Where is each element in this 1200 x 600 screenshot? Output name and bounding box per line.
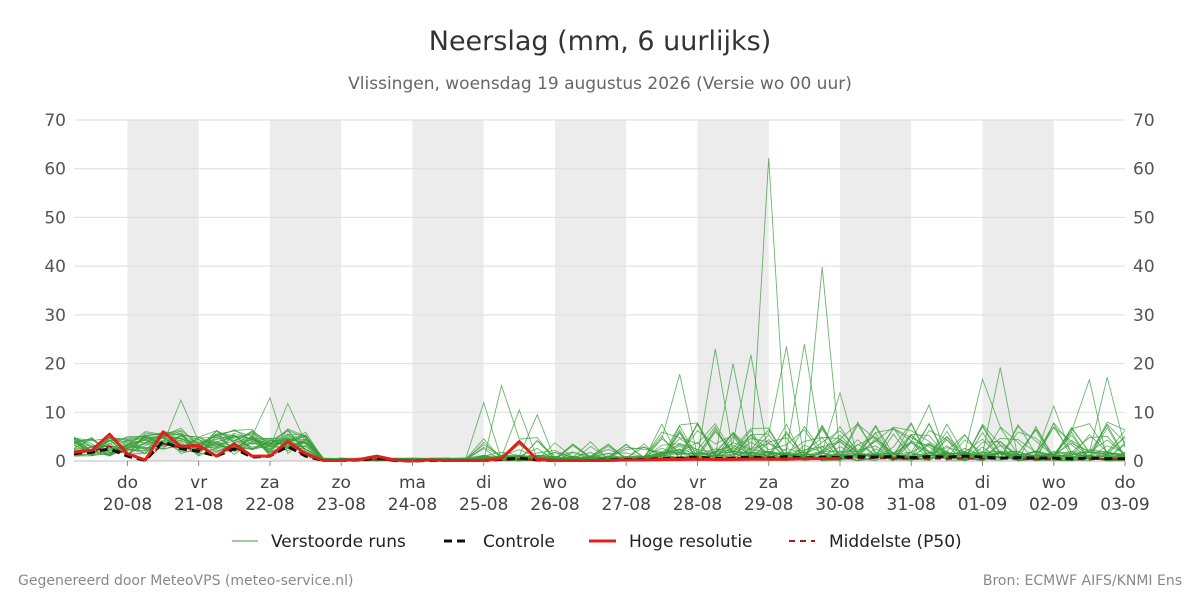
- x-tick-date-13: 02-09: [1029, 495, 1078, 515]
- x-tick-date-10: 30-08: [815, 495, 864, 515]
- y-tick-left-10: 10: [44, 403, 66, 423]
- footer-generated-by: Gegenereerd door MeteoVPS (meteo-service…: [18, 573, 353, 589]
- shade-band-4: [697, 120, 769, 461]
- y-tick-right-20: 20: [1133, 355, 1155, 375]
- x-tick-day-8: vr: [689, 473, 706, 493]
- y-tick-left-0: 0: [55, 452, 66, 472]
- chart-subtitle: Vlissingen, woensdag 19 augustus 2026 (V…: [348, 74, 852, 94]
- x-tick-day-7: do: [616, 473, 637, 493]
- legend: Verstoorde runs Controle Hoge resolutie …: [232, 532, 962, 552]
- gridlines: [74, 119, 1125, 462]
- ensemble-member-line: [73, 404, 1126, 462]
- y-tick-right-50: 50: [1133, 208, 1155, 228]
- y-tick-left-20: 20: [44, 355, 66, 375]
- x-tick-day-12: di: [975, 473, 991, 493]
- x-tick-date-2: 22-08: [245, 495, 294, 515]
- weekend-shading: [127, 120, 1054, 461]
- x-tick-day-10: zo: [830, 473, 849, 493]
- y-tick-right-30: 30: [1133, 306, 1155, 326]
- chart-title: Neerslag (mm, 6 uurlijks): [429, 26, 771, 57]
- x-axis: do20-08vr21-08za22-08zo23-08ma24-08di25-…: [103, 461, 1150, 515]
- x-tick-day-3: zo: [332, 473, 351, 493]
- y-tick-left-60: 60: [44, 160, 66, 180]
- y-tick-left-70: 70: [44, 111, 66, 131]
- y-tick-right-60: 60: [1133, 160, 1155, 180]
- x-tick-date-9: 29-08: [744, 495, 793, 515]
- x-tick-day-6: wo: [543, 473, 567, 493]
- y-tick-right-10: 10: [1133, 403, 1155, 423]
- x-tick-date-5: 25-08: [459, 495, 508, 515]
- x-tick-day-0: do: [117, 473, 138, 493]
- shade-band-1: [269, 120, 342, 461]
- main-lines: [73, 430, 1125, 463]
- x-tick-date-7: 27-08: [602, 495, 651, 515]
- x-tick-date-14: 03-09: [1100, 495, 1149, 515]
- x-tick-date-0: 20-08: [103, 495, 152, 515]
- y-axis-right: 0 10 20 30 40 50 60 70: [1133, 111, 1155, 472]
- legend-label-controle: Controle: [483, 532, 555, 552]
- shade-band-6: [982, 120, 1054, 461]
- x-tick-day-13: wo: [1042, 473, 1066, 493]
- y-tick-left-50: 50: [44, 208, 66, 228]
- y-tick-right-40: 40: [1133, 257, 1155, 277]
- y-tick-left-30: 30: [44, 306, 66, 326]
- x-tick-day-4: ma: [399, 473, 426, 493]
- x-tick-date-1: 21-08: [174, 495, 223, 515]
- x-tick-day-11: ma: [898, 473, 925, 493]
- ensemble-member-line: [73, 424, 1126, 462]
- x-tick-date-12: 01-09: [958, 495, 1007, 515]
- footer-source: Bron: ECMWF AIFS/KNMI Ens: [983, 573, 1182, 589]
- series-line-hoge-resolutie: [73, 430, 840, 463]
- x-tick-day-5: di: [476, 473, 492, 493]
- x-tick-day-9: za: [759, 473, 778, 493]
- shade-band-0: [127, 120, 199, 461]
- shade-band-3: [554, 120, 627, 461]
- legend-label-ensemble: Verstoorde runs: [271, 532, 406, 552]
- shade-band-2: [412, 120, 484, 461]
- y-tick-right-0: 0: [1133, 452, 1144, 472]
- shade-band-5: [839, 120, 912, 461]
- legend-label-p50: Middelste (P50): [829, 532, 962, 552]
- x-tick-day-2: za: [260, 473, 279, 493]
- x-tick-date-8: 28-08: [673, 495, 722, 515]
- legend-label-hoge-resolutie: Hoge resolutie: [629, 532, 753, 552]
- x-tick-date-6: 26-08: [530, 495, 579, 515]
- y-tick-left-40: 40: [44, 257, 66, 277]
- x-tick-date-4: 24-08: [388, 495, 437, 515]
- x-tick-date-11: 31-08: [887, 495, 936, 515]
- x-tick-date-3: 23-08: [317, 495, 366, 515]
- x-tick-day-1: vr: [190, 473, 207, 493]
- y-axis-left: 0 10 20 30 40 50 60 70: [44, 111, 66, 472]
- x-tick-day-14: do: [1114, 473, 1135, 493]
- y-tick-right-70: 70: [1133, 111, 1155, 131]
